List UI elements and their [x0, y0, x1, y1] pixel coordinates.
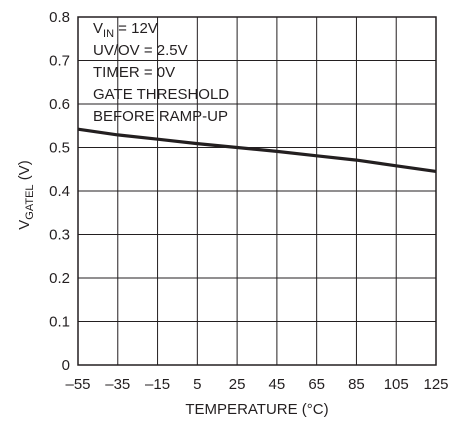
y-tick-label: 0.4 — [49, 183, 70, 200]
x-tick-label: –55 — [65, 376, 90, 393]
y-tick-label: 0.7 — [49, 53, 70, 70]
y-tick-label: 0.3 — [49, 227, 70, 244]
x-tick-label: 25 — [229, 376, 246, 393]
annotation-line-4: GATE THRESHOLD — [93, 86, 229, 103]
series-group — [77, 127, 437, 173]
y-tick-label: 0.2 — [49, 270, 70, 287]
x-axis-label: TEMPERATURE (°C) — [185, 401, 328, 418]
y-tick-label: 0.1 — [49, 314, 70, 331]
x-tick-label: 125 — [423, 376, 448, 393]
x-tick-label: –15 — [145, 376, 170, 393]
y-tick-label: 0.5 — [49, 140, 70, 157]
x-tick-label: 45 — [269, 376, 286, 393]
x-tick-label: 65 — [308, 376, 325, 393]
x-tick-labels: –55 –35 –15 5 25 45 65 85 105 125 — [65, 376, 448, 393]
y-tick-label: 0.6 — [49, 96, 70, 113]
annotation-line-5: BEFORE RAMP-UP — [93, 108, 228, 125]
annotation-line-2: UV/OV = 2.5V — [93, 42, 188, 59]
y-tick-label: 0 — [62, 357, 70, 374]
series-line — [77, 127, 437, 173]
plot-frame — [77, 16, 437, 366]
grid — [77, 16, 437, 366]
y-tick-label: 0.8 — [49, 9, 70, 26]
y-tick-labels: 0 0.1 0.2 0.3 0.4 0.5 0.6 0.7 0.8 — [49, 9, 70, 374]
x-tick-label: 5 — [193, 376, 201, 393]
x-tick-label: 105 — [384, 376, 409, 393]
y-axis-label: VGATEL (V) — [16, 160, 36, 229]
annotation-line-3: TIMER = 0V — [93, 64, 175, 81]
x-tick-label: 85 — [348, 376, 365, 393]
annotation-line-1: VIN = 12V — [93, 20, 158, 40]
x-tick-label: –35 — [105, 376, 130, 393]
